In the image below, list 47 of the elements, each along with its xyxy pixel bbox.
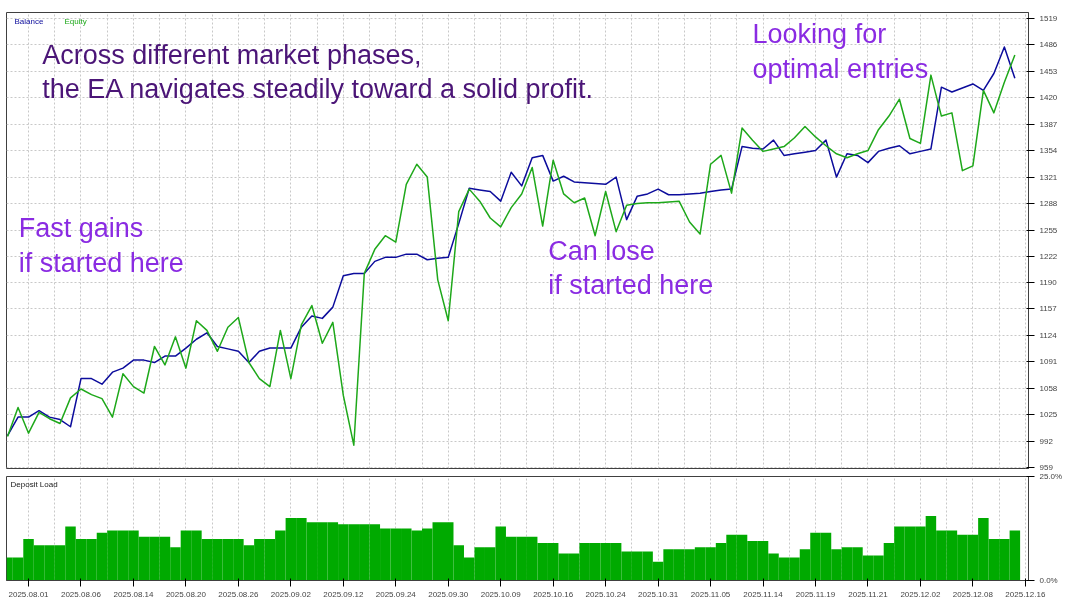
y-tick-label: 1058 xyxy=(1039,383,1058,393)
y-tick-label: 1222 xyxy=(1039,252,1058,262)
x-tick-label: 2025.08.20 xyxy=(165,589,207,599)
x-tick-label: 2025.09.24 xyxy=(375,589,417,599)
x-tick-label: 2025.08.01 xyxy=(8,589,50,599)
y-tick-label: 25.0% xyxy=(1039,472,1063,481)
x-tick-label: 2025.10.09 xyxy=(480,589,522,599)
y-tick-label: 1420 xyxy=(1039,93,1058,103)
y-tick-label: 1157 xyxy=(1039,304,1058,314)
y-tick-label: 1486 xyxy=(1039,40,1058,50)
y-tick-label: 1519 xyxy=(1039,13,1058,23)
x-tick-label: 2025.11.14 xyxy=(743,589,784,599)
x-tick-label: 2025.12.08 xyxy=(952,589,994,599)
chart-title: Deposit Load xyxy=(10,479,58,489)
y-tick-label: 1453 xyxy=(1039,66,1058,76)
annotation: Can lose if started here xyxy=(548,235,714,301)
annotation: Looking for optimal entries xyxy=(752,19,929,84)
annotation: Fast gains if started here xyxy=(18,213,184,278)
annotation: Across different market phases, the EA navigates steadily toward a solid profit. xyxy=(42,39,594,105)
y-tick-label: 959 xyxy=(1039,463,1054,473)
x-tick-label: 2025.09.30 xyxy=(428,589,469,599)
x-tick-label: 2025.11.19 xyxy=(795,589,836,599)
x-tick-label: 2025.11.05 xyxy=(690,589,731,599)
text: Equity xyxy=(64,16,87,26)
x-tick-label: 2025.08.14 xyxy=(113,589,155,599)
y-tick-label: 1288 xyxy=(1039,199,1058,209)
y-tick-label: 1091 xyxy=(1039,357,1058,367)
x-tick-label: 2025.09.12 xyxy=(323,589,364,599)
y-tick-label: 1354 xyxy=(1039,146,1058,156)
x-tick-label: 2025.08.26 xyxy=(218,589,259,599)
x-tick-label: 2025.12.16 xyxy=(1005,589,1046,599)
x-tick-label: 2025.10.31 xyxy=(638,589,679,599)
x-tick-label: 2025.12.02 xyxy=(900,589,941,599)
y-tick-label: 1124 xyxy=(1039,330,1058,340)
y-tick-label: 1025 xyxy=(1039,410,1058,420)
y-tick-label: 1321 xyxy=(1039,172,1058,182)
x-tick-label: 2025.08.06 xyxy=(60,589,102,599)
y-tick-label: 1255 xyxy=(1039,225,1058,235)
y-tick-label: 0.0% xyxy=(1039,576,1058,585)
x-tick-label: 2025.10.24 xyxy=(585,589,627,599)
x-tick-label: 2025.09.02 xyxy=(270,589,312,599)
x-tick-label: 2025.11.21 xyxy=(848,589,889,599)
y-tick-label: 1387 xyxy=(1039,119,1058,129)
y-tick-label: 1190 xyxy=(1039,277,1058,287)
x-tick-label: 2025.10.16 xyxy=(533,589,574,599)
y-tick-label: 992 xyxy=(1039,436,1054,446)
text: Balance xyxy=(14,16,44,26)
